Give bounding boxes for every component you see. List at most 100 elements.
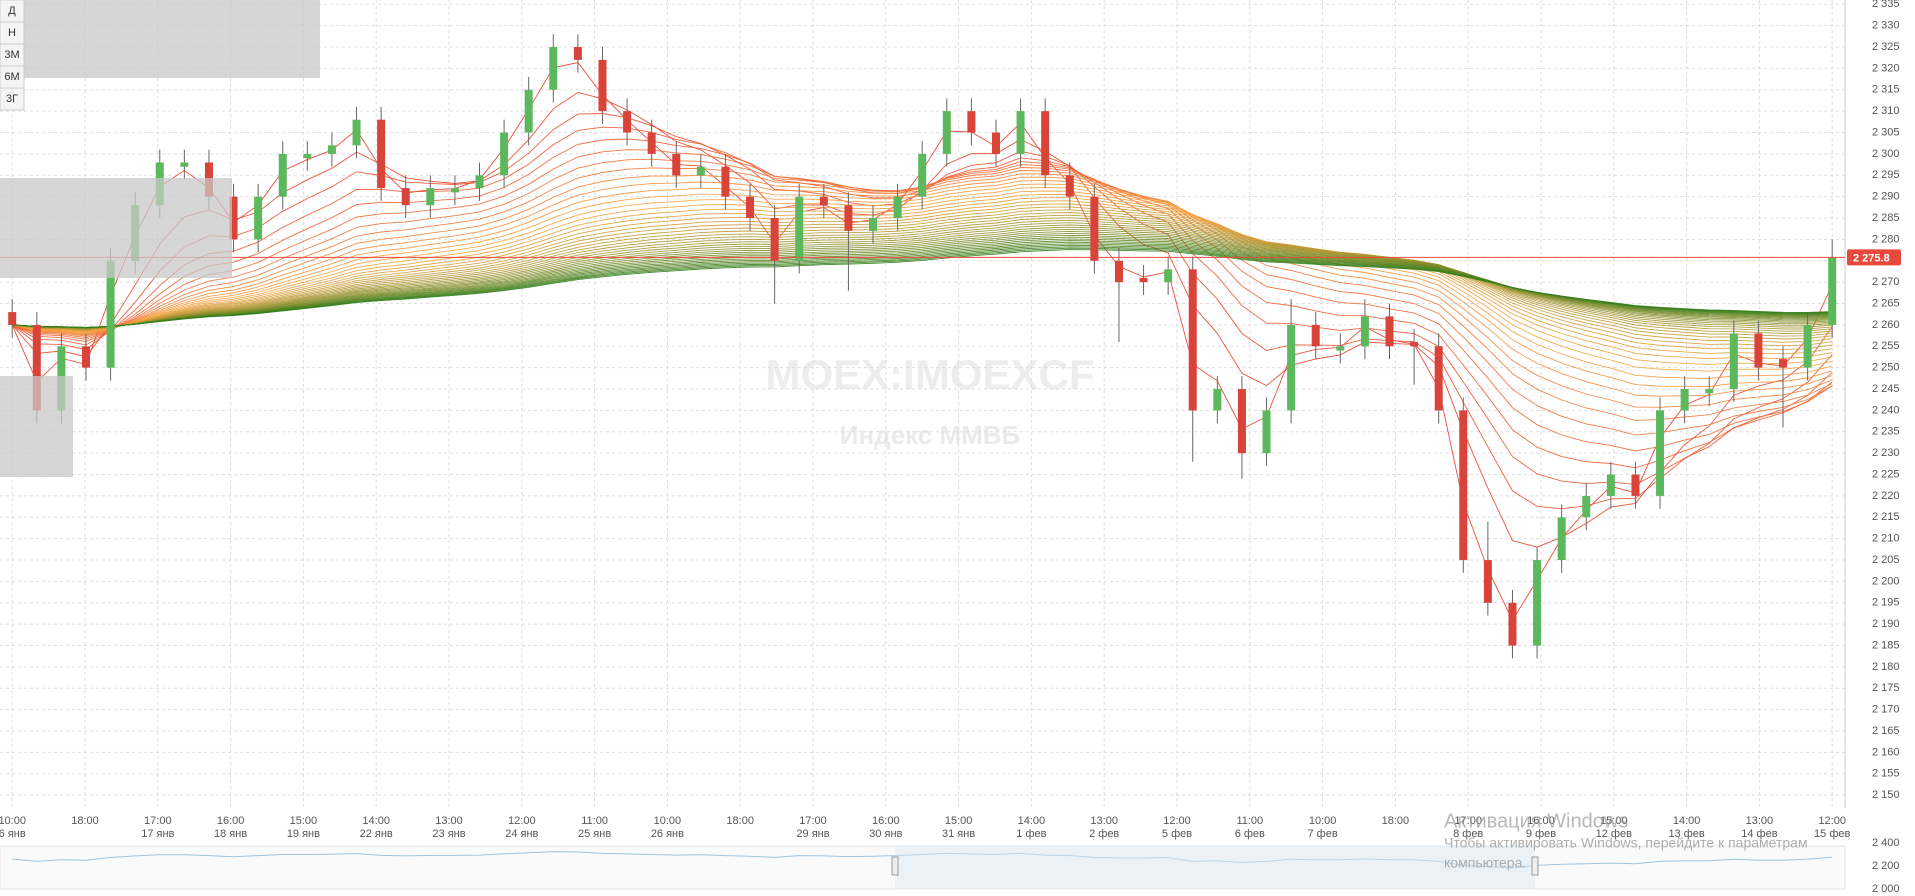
candle-body	[1557, 517, 1566, 561]
ribbon-line	[12, 212, 1833, 337]
y-tick-label: 2 255	[1872, 340, 1900, 352]
x-tick-label: 30 янв	[869, 828, 902, 840]
range-button-label[interactable]: Д	[8, 5, 16, 17]
x-tick-label: 18 янв	[214, 828, 247, 840]
x-tick-label: 17:00	[799, 815, 827, 827]
candle-body	[1287, 324, 1296, 411]
ribbon-line	[12, 249, 1833, 328]
candle-body	[426, 188, 435, 206]
y-tick-label: 2 295	[1872, 169, 1900, 181]
x-tick-label: 11:00	[1236, 815, 1263, 827]
x-tick-label: 15:00	[290, 815, 318, 827]
candle-body	[1114, 260, 1123, 283]
y-tick-label: 2 210	[1872, 533, 1900, 545]
range-button-label[interactable]: 3Г	[6, 93, 18, 105]
ribbon-line	[12, 226, 1833, 329]
y-tick-label: 2 155	[1872, 768, 1900, 780]
range-button[interactable]	[0, 87, 25, 111]
x-tick-label: 9 фев	[1526, 828, 1556, 840]
y-tick-label: 2 190	[1872, 618, 1900, 630]
candle-body	[844, 205, 853, 231]
candle-body	[1582, 495, 1591, 518]
x-tick-label: 16:00	[872, 815, 900, 827]
range-button-label[interactable]: 6М	[4, 71, 19, 83]
candle-body	[1188, 269, 1197, 411]
x-tick-label: 17:00	[144, 815, 172, 827]
candle-body	[450, 188, 459, 193]
candle-body	[1065, 175, 1074, 197]
x-tick-label: 31 янв	[942, 828, 975, 840]
candle-body	[1828, 257, 1837, 325]
navigator-handle[interactable]	[1531, 856, 1539, 876]
y-tick-label: 2 250	[1872, 362, 1900, 374]
x-tick-label: 17:00	[1454, 815, 1482, 827]
y-tick-label: 2 290	[1872, 191, 1900, 203]
drawing-box	[0, 178, 232, 278]
candle-body	[1237, 389, 1246, 454]
y-tick-label: 2 245	[1872, 383, 1900, 395]
x-tick-label: 11:00	[581, 815, 608, 827]
candle-body	[1533, 560, 1542, 646]
navigator-handle[interactable]	[891, 856, 899, 876]
candle-body	[352, 119, 361, 146]
x-tick-label: 15:00	[1600, 815, 1628, 827]
candle-body	[1262, 410, 1271, 454]
y-tick-label: 2 175	[1872, 682, 1900, 694]
candle-body	[1656, 410, 1665, 496]
candle-body	[81, 346, 90, 368]
x-tick-label: 2 фев	[1089, 828, 1119, 840]
x-tick-label: 18:00	[1382, 815, 1410, 827]
navigator-window	[895, 846, 1535, 889]
last-price-label: 2 275.8	[1853, 252, 1890, 264]
y-tick-label: 2 280	[1872, 233, 1900, 245]
y-tick-label: 2 180	[1872, 661, 1900, 673]
range-button-label[interactable]: Н	[8, 27, 16, 39]
candle-body	[254, 196, 263, 240]
candle-body	[500, 132, 509, 176]
watermark: MOEX:IMOEXCF	[765, 351, 1094, 398]
y-tick-label: 2 315	[1872, 84, 1900, 96]
y-tick-label: 2 205	[1872, 554, 1900, 566]
candle-body	[795, 196, 804, 261]
y-tick-label: 2 270	[1872, 276, 1900, 288]
candle-body	[1041, 111, 1050, 176]
y-tick-label: 2 325	[1872, 41, 1900, 53]
x-tick-label: 13:00	[1746, 815, 1774, 827]
x-tick-label: 13 фев	[1668, 828, 1704, 840]
candle-body	[696, 166, 705, 176]
ribbon-line	[12, 183, 1833, 379]
navigator-area	[12, 851, 1833, 869]
y-tick-label: 2 285	[1872, 212, 1900, 224]
candle-body	[1311, 324, 1320, 347]
candle-body	[1385, 316, 1394, 347]
candle-body	[1434, 346, 1443, 411]
candle-body	[1483, 560, 1492, 603]
y-tick-label: 2 170	[1872, 704, 1900, 716]
navigator-tick-label: 2 200	[1872, 860, 1900, 872]
x-tick-label: 24 янв	[505, 828, 538, 840]
candle-body	[1336, 346, 1345, 351]
ribbon-line	[12, 203, 1833, 347]
y-tick-label: 2 240	[1872, 404, 1900, 416]
x-tick-label: 19 янв	[287, 828, 320, 840]
ribbon-line	[12, 197, 1833, 355]
x-tick-label: 18:00	[726, 815, 754, 827]
x-tick-label: 26 янв	[651, 828, 684, 840]
candle-body	[180, 162, 189, 167]
y-tick-label: 2 320	[1872, 62, 1900, 74]
x-tick-label: 6 фев	[1235, 828, 1265, 840]
candle-body	[918, 153, 927, 197]
candle-body	[1803, 324, 1812, 368]
y-tick-label: 2 230	[1872, 447, 1900, 459]
activation-title: Активация Windows	[1444, 810, 1628, 832]
candle-body	[942, 111, 951, 154]
x-tick-label: 10:00	[0, 815, 26, 827]
range-button-label[interactable]: 3М	[4, 49, 19, 61]
candle-body	[8, 312, 17, 325]
activation-text: компьютера.	[1444, 855, 1526, 871]
x-tick-label: 6 янв	[0, 828, 26, 840]
x-tick-label: 14 фев	[1741, 828, 1777, 840]
navigator: 2 400 2 200 2 000	[0, 837, 1900, 895]
y-tick-label: 2 215	[1872, 511, 1900, 523]
